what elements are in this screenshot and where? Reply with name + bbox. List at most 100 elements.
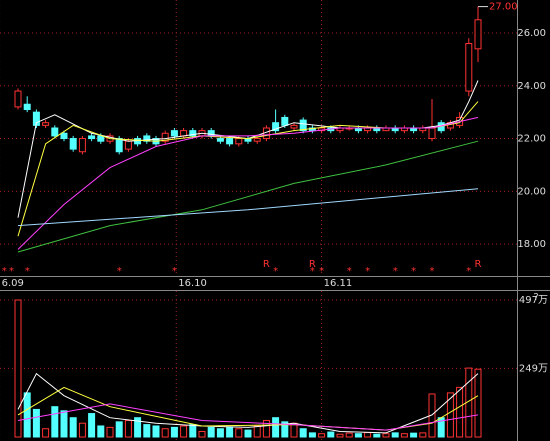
candle-body (124, 140, 132, 150)
event-marker: * (411, 266, 416, 277)
volume-bar (336, 433, 344, 438)
volume-bar (400, 433, 408, 438)
candle-body (97, 135, 105, 142)
volume-bar (32, 408, 40, 438)
x-tick-label: 6.09 (2, 278, 24, 289)
candle-body (474, 19, 482, 50)
event-marker: * (25, 266, 30, 277)
event-marker: * (9, 266, 14, 277)
volume-bar (373, 433, 381, 438)
candle-body (69, 138, 77, 150)
volume-bar (474, 368, 482, 438)
volume-bar (281, 421, 289, 438)
candle-body (78, 138, 86, 153)
candle-body (23, 103, 31, 111)
volume-bar (235, 428, 243, 438)
volume-bar (216, 428, 224, 438)
candle-body (226, 138, 234, 145)
candle-body (88, 135, 96, 140)
moving-average-line (17, 80, 479, 218)
volume-bar (170, 426, 178, 438)
candle-body (14, 90, 22, 108)
candle-body (281, 116, 289, 126)
candle-body (290, 124, 298, 129)
volume-bar (78, 422, 86, 438)
candle-body (465, 43, 473, 92)
volume-bar (272, 417, 280, 438)
volume-bar (318, 433, 326, 438)
volume-bar (69, 417, 77, 438)
volume-bar (456, 386, 464, 438)
volume-bar (253, 425, 261, 438)
y-tick-label: 26.00 (517, 28, 546, 39)
candle-body (115, 138, 123, 153)
y-tick-label: 24.00 (517, 81, 546, 92)
candle-body (272, 122, 280, 132)
volume-bar (446, 392, 454, 438)
event-marker: * (172, 266, 177, 277)
moving-average-line (17, 116, 479, 250)
volume-average-line (17, 372, 479, 434)
candle-body (299, 119, 307, 132)
volume-bar (364, 432, 372, 438)
volume-bar (51, 406, 59, 438)
volume-bar (134, 417, 142, 438)
candle-body (207, 130, 215, 137)
moving-average-line (17, 140, 479, 253)
x-tick-label: 16.10 (178, 278, 207, 289)
volume-bar (180, 425, 188, 438)
volume-bar (97, 425, 105, 438)
volume-bar (207, 426, 215, 438)
volume-bar (345, 432, 353, 438)
volume-bar (428, 393, 436, 438)
event-marker: * (466, 266, 471, 277)
volume-bar (308, 432, 316, 438)
volume-bar (88, 413, 96, 438)
candle-body (42, 122, 50, 126)
event-marker: * (310, 266, 315, 277)
volume-bar (14, 299, 22, 438)
candle-body (32, 111, 40, 126)
x-tick-label: 16.11 (324, 278, 353, 289)
volume-bar (419, 432, 427, 438)
candle-body (428, 127, 436, 140)
volume-bar (226, 426, 234, 438)
candle-body (253, 138, 261, 142)
y-tick-label: 20.00 (517, 186, 546, 197)
volume-bar (23, 392, 31, 438)
volume-bar (290, 422, 298, 438)
volume-bar (189, 424, 197, 438)
y-tick-label: 22.00 (517, 134, 546, 145)
event-marker: R (309, 259, 316, 270)
event-marker: R (263, 259, 270, 270)
volume-bar (143, 424, 151, 438)
volume-bar (354, 433, 362, 438)
candle-body (170, 130, 178, 137)
volume-bar (410, 432, 418, 438)
y-tick-label: 18.00 (517, 239, 546, 250)
candle-body (143, 135, 151, 142)
candle-body (60, 132, 68, 140)
volume-bar (391, 432, 399, 438)
event-marker: * (2, 266, 7, 277)
volume-tick-label: 249万 (519, 363, 548, 374)
high-annotation: 27.00 (489, 2, 518, 13)
volume-average-line (17, 403, 479, 431)
volume-bar (262, 419, 270, 438)
volume-bar (115, 421, 123, 438)
candle-body (189, 130, 197, 137)
event-marker: * (430, 266, 435, 277)
volume-bar (124, 419, 132, 438)
volume-bar (161, 428, 169, 438)
candle-body (180, 130, 188, 137)
volume-tick-label: 497万 (519, 295, 548, 306)
event-marker: * (273, 266, 278, 277)
volume-bar (106, 426, 114, 438)
candle-body (235, 138, 243, 145)
volume-bar (244, 429, 252, 438)
volume-bar (327, 431, 335, 438)
candle-body (161, 132, 169, 142)
volume-corner-text: ? (533, 292, 538, 303)
moving-average-line (17, 188, 479, 227)
event-marker: * (393, 266, 398, 277)
